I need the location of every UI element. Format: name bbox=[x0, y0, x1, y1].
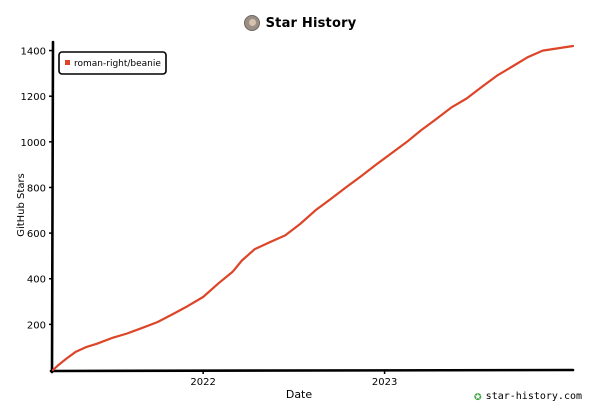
x-tick-label: 2023 bbox=[372, 377, 397, 388]
y-tick-label: 1400 bbox=[21, 47, 46, 58]
y-tick-label: 800 bbox=[27, 183, 46, 194]
y-axis-line bbox=[50, 40, 55, 374]
star-logo-icon: ✪ bbox=[473, 389, 482, 404]
x-axis-ticks: 2022 2023 bbox=[190, 370, 397, 388]
legend-swatch bbox=[65, 60, 70, 65]
x-axis-line bbox=[49, 368, 575, 373]
y-axis-label: GitHub Stars bbox=[16, 173, 27, 237]
y-tick-label: 600 bbox=[27, 229, 46, 240]
legend-box bbox=[58, 51, 167, 75]
chart-axes bbox=[49, 40, 575, 374]
x-tick-label: 2022 bbox=[190, 377, 215, 388]
avatar-icon bbox=[243, 15, 260, 31]
series-line bbox=[51, 44, 575, 372]
footer-brand[interactable]: ✪ star-history.com bbox=[474, 390, 582, 403]
legend-label: roman-right/beanie bbox=[74, 59, 161, 69]
chart-title: Star History bbox=[265, 15, 357, 31]
y-tick-label: 400 bbox=[27, 275, 46, 286]
x-axis-label: Date bbox=[286, 388, 313, 401]
chart-header: Star History bbox=[0, 12, 600, 34]
footer-text: star-history.com bbox=[485, 391, 582, 402]
y-axis-ticks: 200 400 600 800 1000 1200 1400 bbox=[21, 47, 53, 331]
y-tick-label: 200 bbox=[27, 320, 46, 331]
chart-series bbox=[51, 44, 575, 372]
y-tick-label: 1200 bbox=[21, 92, 46, 103]
chart-legend: roman-right/beanie bbox=[58, 51, 167, 75]
y-tick-label: 1000 bbox=[21, 138, 46, 149]
